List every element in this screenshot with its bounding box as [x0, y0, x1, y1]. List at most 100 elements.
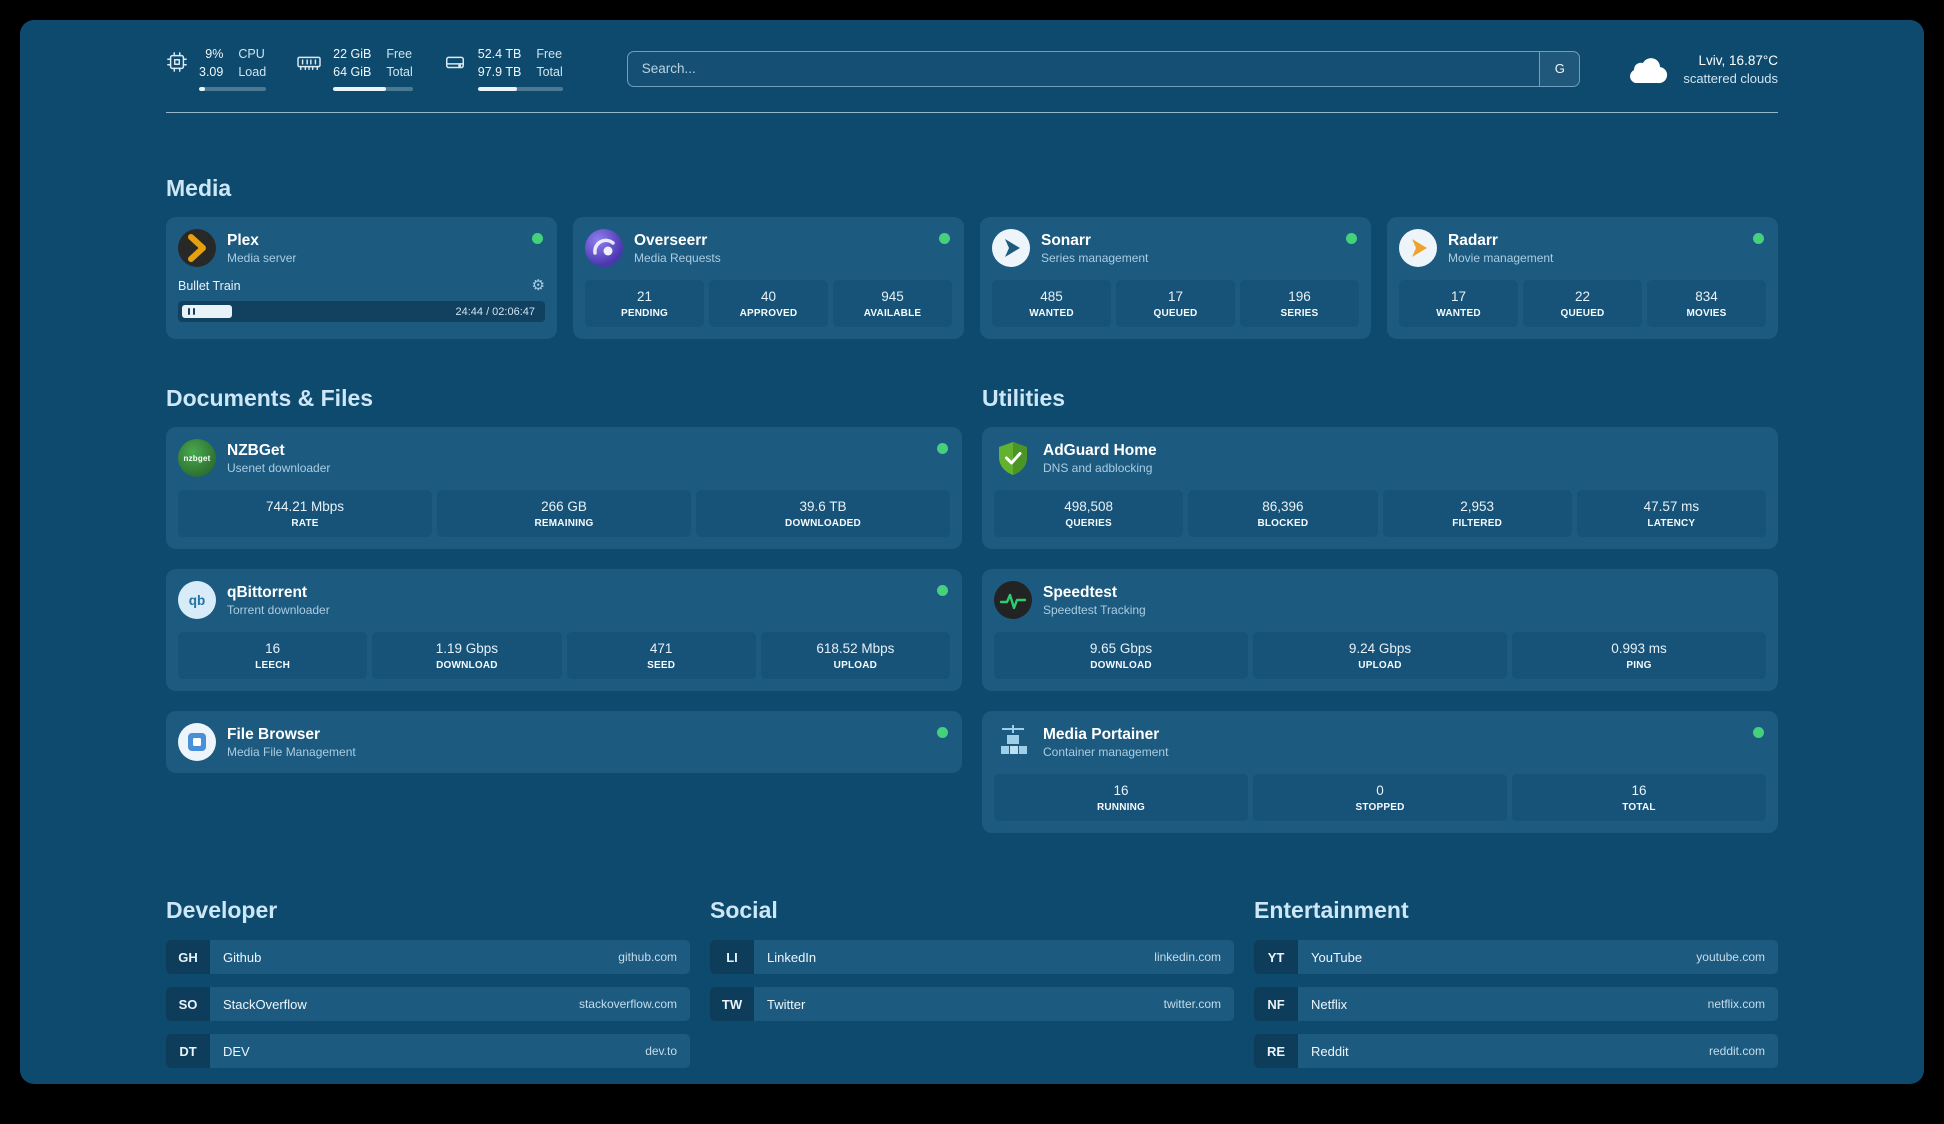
memory-widget: 22 GiB 64 GiB Free Total: [296, 46, 413, 91]
stat-upload: 618.52 Mbps UPLOAD: [760, 632, 950, 679]
bookmark-name: DEV: [223, 1043, 250, 1059]
app-subtitle: Media File Management: [227, 745, 356, 760]
dashboard: 9% 3.09 CPU Load: [20, 20, 1924, 1084]
disk-icon: [445, 56, 464, 69]
app-name: NZBGet: [227, 441, 285, 459]
section-title-documents: Documents & Files: [166, 385, 374, 411]
bookmark-url: reddit.com: [1708, 1044, 1765, 1058]
stat-rate: 744.21 Mbps RATE: [178, 490, 432, 537]
stat-ping: 0.993 ms PING: [1512, 632, 1766, 679]
search-input[interactable]: [627, 51, 1540, 86]
memory-total-label: Total: [386, 64, 413, 79]
section-title-media: Media: [166, 175, 232, 201]
memory-progress-bar: [333, 87, 413, 91]
app-subtitle: Movie management: [1448, 251, 1554, 266]
bookmark-url: twitter.com: [1163, 997, 1221, 1011]
disk-free-label: Free: [536, 47, 563, 61]
app-card-filebrowser[interactable]: File Browser Media File Management: [166, 711, 962, 773]
app-name: Sonarr: [1041, 231, 1091, 249]
app-card-adguard[interactable]: AdGuard Home DNS and adblocking 498,508 …: [982, 427, 1778, 549]
disk-total-label: Total: [536, 64, 563, 79]
cpu-widget: 9% 3.09 CPU Load: [166, 46, 267, 91]
bookmark-url: stackoverflow.com: [578, 997, 677, 1011]
app-subtitle: Torrent downloader: [227, 603, 330, 618]
memory-total-value: 64 GiB: [333, 64, 372, 79]
app-subtitle: Media server: [227, 251, 297, 266]
bookmark-name: Github: [223, 949, 262, 965]
bookmark-twitter[interactable]: TW Twitter twitter.com: [710, 987, 1234, 1021]
top-bar: 9% 3.09 CPU Load: [166, 20, 1778, 91]
adguard-icon: [994, 439, 1032, 477]
app-subtitle: Series management: [1041, 251, 1149, 266]
cpu-percent: 9%: [205, 47, 224, 61]
cpu-load-value: 3.09: [199, 64, 224, 79]
portainer-icon: [994, 723, 1032, 761]
app-card-plex[interactable]: Plex Media server Bullet Train ⚙: [166, 217, 557, 339]
section-title-entertainment: Entertainment: [1254, 897, 1409, 923]
app-card-sonarr[interactable]: Sonarr Series management 485 WANTED 17 Q…: [980, 217, 1371, 339]
app-card-nzbget[interactable]: nzbget NZBGet Usenet downloader 744.21 M…: [166, 427, 962, 549]
weather-location: Lviv, 16.87°C: [1698, 53, 1778, 69]
bookmark-stackoverflow[interactable]: SO StackOverflow stackoverflow.com: [166, 987, 690, 1021]
playback-progress-bar[interactable]: 24:44 / 02:06:47: [178, 301, 545, 322]
section-title-developer: Developer: [166, 897, 278, 923]
stat-total: 16 TOTAL: [1512, 774, 1766, 821]
section-title-social: Social: [710, 897, 778, 923]
status-dot: [937, 443, 948, 454]
disk-free-value: 52.4 TB: [477, 47, 522, 61]
plex-icon: [178, 229, 216, 267]
stat-filtered: 2,953 FILTERED: [1382, 490, 1572, 537]
bookmark-dev[interactable]: DT DEV dev.to: [166, 1034, 690, 1068]
bookmark-abbr: NF: [1254, 987, 1298, 1021]
app-name: Plex: [227, 231, 259, 249]
app-name: Speedtest: [1043, 583, 1118, 601]
bookmark-name: LinkedIn: [767, 949, 817, 965]
qbittorrent-icon: qb: [178, 581, 216, 619]
bookmark-name: Twitter: [767, 996, 806, 1012]
app-subtitle: Media Requests: [634, 251, 721, 266]
bookmark-name: Reddit: [1311, 1043, 1349, 1059]
app-card-overseerr[interactable]: Overseerr Media Requests 21 PENDING 40 A…: [573, 217, 964, 339]
app-name: Media Portainer: [1043, 725, 1160, 743]
bookmark-abbr: YT: [1254, 940, 1298, 974]
stat-seed: 471 SEED: [566, 632, 756, 679]
app-name: Radarr: [1448, 231, 1498, 249]
bookmark-url: netflix.com: [1707, 997, 1765, 1011]
stat-blocked: 86,396 BLOCKED: [1188, 490, 1378, 537]
app-card-speedtest[interactable]: Speedtest Speedtest Tracking 9.65 Gbps D…: [982, 569, 1778, 691]
stat-latency: 47.57 ms LATENCY: [1576, 490, 1766, 537]
cloud-icon: [1630, 57, 1668, 83]
memory-free-value: 22 GiB: [333, 47, 372, 61]
memory-progress-fill: [333, 87, 386, 91]
now-playing-title: Bullet Train: [178, 278, 241, 293]
bookmark-netflix[interactable]: NF Netflix netflix.com: [1254, 987, 1778, 1021]
cpu-progress-bar: [199, 87, 267, 91]
speedtest-icon: [994, 581, 1032, 619]
weather-condition: scattered clouds: [1683, 70, 1778, 86]
app-name: qBittorrent: [227, 583, 308, 601]
filebrowser-icon: [178, 723, 216, 761]
cpu-label: CPU: [238, 47, 265, 61]
playback-progress-fill[interactable]: [182, 305, 233, 318]
bookmark-github[interactable]: GH Github github.com: [166, 940, 690, 974]
search-engine-button[interactable]: G: [1539, 51, 1580, 86]
search-bar[interactable]: G: [626, 50, 1581, 87]
bookmark-group-entertainment: Entertainment YT YouTube youtube.com NF …: [1254, 897, 1778, 1081]
section-title-utilities: Utilities: [982, 385, 1066, 411]
bookmark-youtube[interactable]: YT YouTube youtube.com: [1254, 940, 1778, 974]
app-card-radarr[interactable]: Radarr Movie management 17 WANTED 22 QUE…: [1387, 217, 1778, 339]
bookmark-abbr: TW: [710, 987, 754, 1021]
bookmark-reddit[interactable]: RE Reddit reddit.com: [1254, 1034, 1778, 1068]
bookmark-abbr: SO: [166, 987, 210, 1021]
memory-free-label: Free: [386, 47, 413, 61]
disk-total-value: 97.9 TB: [477, 64, 522, 79]
stat-wanted: 485 WANTED: [992, 280, 1111, 327]
stat-wanted: 17 WANTED: [1399, 280, 1518, 327]
app-card-qbittorrent[interactable]: qb qBittorrent Torrent downloader 16: [166, 569, 962, 691]
app-subtitle: Speedtest Tracking: [1043, 603, 1146, 618]
bookmark-linkedin[interactable]: LI LinkedIn linkedin.com: [710, 940, 1234, 974]
gear-icon[interactable]: ⚙: [531, 277, 545, 294]
weather-widget: Lviv, 16.87°C scattered clouds: [1626, 51, 1778, 86]
app-card-portainer[interactable]: Media Portainer Container management 16 …: [982, 711, 1778, 833]
bookmark-abbr: RE: [1254, 1034, 1298, 1068]
